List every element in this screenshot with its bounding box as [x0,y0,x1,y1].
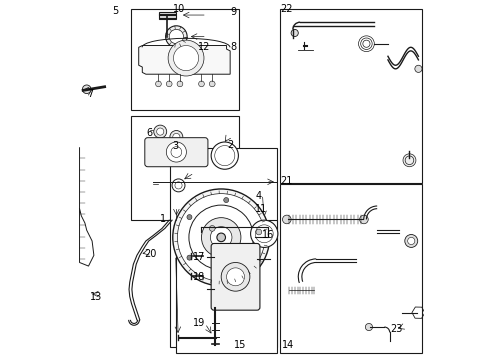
Circle shape [82,85,91,94]
Text: 4: 4 [255,191,261,201]
Circle shape [359,215,367,224]
Circle shape [169,131,183,143]
Text: 6: 6 [145,129,152,138]
Circle shape [226,268,244,286]
Text: 21: 21 [280,176,292,186]
Circle shape [365,323,372,330]
Circle shape [169,30,183,44]
Text: 19: 19 [192,319,204,328]
Circle shape [166,142,186,162]
Circle shape [358,36,373,51]
Circle shape [166,81,172,87]
Circle shape [250,220,277,247]
Circle shape [360,38,371,49]
Text: 8: 8 [230,42,236,52]
Circle shape [223,272,228,277]
Circle shape [198,81,204,87]
Circle shape [171,147,182,157]
Bar [170,148,277,347]
Circle shape [175,182,182,189]
Polygon shape [139,45,230,74]
Circle shape [209,226,215,231]
FancyBboxPatch shape [211,243,260,310]
Circle shape [153,125,166,138]
Circle shape [177,81,183,87]
Text: 16: 16 [262,230,274,239]
Text: 14: 14 [282,340,294,350]
Text: 11: 11 [255,204,267,214]
Circle shape [254,246,259,251]
Text: 2: 2 [227,140,233,150]
Circle shape [172,134,180,140]
Text: 9: 9 [230,7,236,17]
Circle shape [155,81,161,87]
Circle shape [407,237,414,244]
Circle shape [223,198,228,203]
Circle shape [217,233,225,242]
Bar [279,9,421,183]
Text: 5: 5 [112,6,118,17]
Circle shape [209,81,215,87]
Circle shape [414,65,421,72]
Text: 10: 10 [172,4,184,14]
Circle shape [156,128,163,135]
Text: 3: 3 [172,141,178,151]
Text: 18: 18 [192,272,204,282]
Circle shape [172,189,269,286]
Bar [175,220,277,353]
Circle shape [201,218,241,257]
Text: 15: 15 [233,340,245,350]
Circle shape [210,226,231,248]
Circle shape [177,194,264,281]
Text: 7: 7 [86,89,93,99]
Circle shape [255,229,261,235]
Circle shape [255,225,273,243]
Text: 17: 17 [192,252,204,262]
Circle shape [402,154,415,167]
Circle shape [165,26,187,47]
Circle shape [168,40,203,76]
Circle shape [282,215,290,224]
Circle shape [362,40,369,47]
Circle shape [214,145,234,166]
Circle shape [186,215,192,220]
Circle shape [404,234,417,247]
Circle shape [290,30,298,37]
Circle shape [405,156,413,165]
Bar [159,12,175,19]
Text: 22: 22 [280,4,292,14]
Circle shape [221,262,249,291]
Bar [131,9,238,110]
Circle shape [186,255,192,260]
Circle shape [254,224,259,229]
FancyBboxPatch shape [144,138,207,167]
Circle shape [211,142,238,169]
Circle shape [172,179,184,192]
Text: 12: 12 [198,42,210,52]
Circle shape [173,45,198,71]
Text: 13: 13 [89,292,102,302]
Text: 20: 20 [144,248,156,258]
Text: 1: 1 [160,215,166,224]
Circle shape [188,205,253,270]
Text: 23: 23 [389,324,402,334]
Bar [131,116,238,220]
Bar [279,184,421,353]
